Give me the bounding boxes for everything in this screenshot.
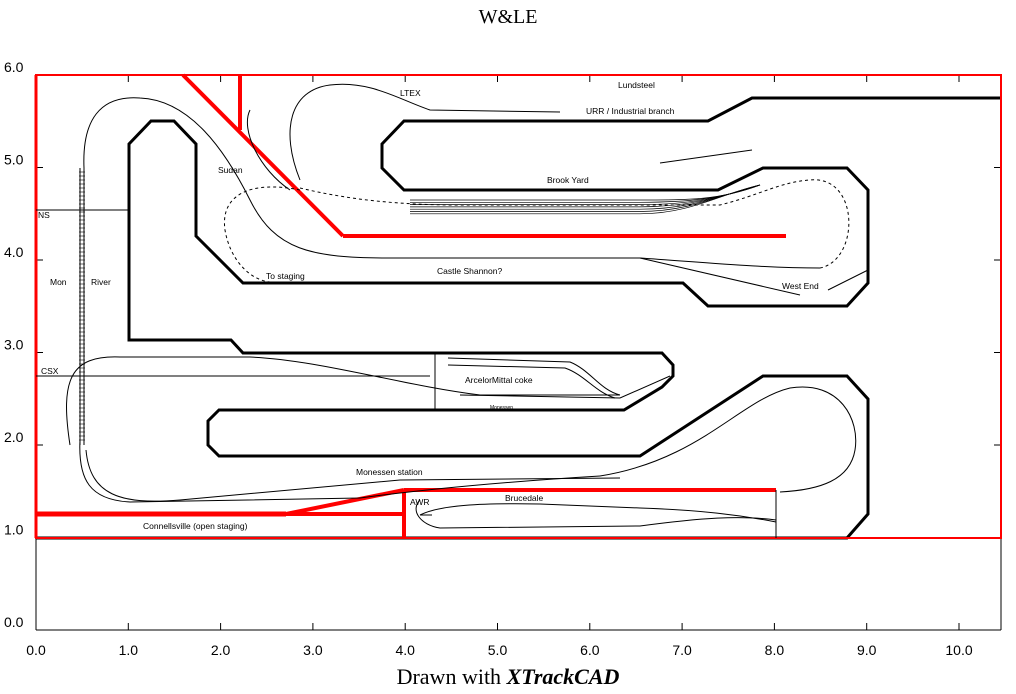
label-to-staging: To staging — [266, 271, 305, 281]
label-sudan: Sudan — [218, 165, 243, 175]
y-tick-label: 3.0 — [4, 337, 24, 353]
y-tick-label: 0.0 — [4, 614, 24, 630]
footer-prefix: Drawn with — [396, 664, 507, 689]
plan-labels: LTEX Lundsteel URR / Industrial branch S… — [38, 80, 819, 531]
plan-title: W&LE — [478, 6, 538, 28]
walls — [34, 73, 1002, 539]
label-arcelor: ArcelorMittal coke — [465, 375, 533, 385]
y-tick-label: 5.0 — [4, 152, 24, 168]
label-awr: AWR — [410, 497, 430, 507]
label-brucedale: Brucedale — [505, 493, 544, 503]
x-tick-label: 9.0 — [857, 642, 877, 658]
y-tick-label: 4.0 — [4, 244, 24, 260]
label-lundsteel: Lundsteel — [618, 80, 655, 90]
x-tick-label: 4.0 — [395, 642, 415, 658]
y-tick-label: 1.0 — [4, 522, 24, 538]
label-castle-shannon: Castle Shannon? — [437, 266, 502, 276]
label-river: River — [91, 277, 111, 287]
benchwork-upper-peninsula — [36, 96, 1001, 540]
x-tick-label: 3.0 — [303, 642, 323, 658]
yard-track — [409, 184, 761, 208]
label-csx: CSX — [41, 366, 59, 376]
room-wall — [35, 74, 1002, 539]
x-tick-label: 5.0 — [488, 642, 508, 658]
footer-brand: XTrackCAD — [506, 664, 620, 689]
y-tick-label: 2.0 — [4, 429, 24, 445]
x-tick-label: 8.0 — [765, 642, 785, 658]
axis-ticks: 0.0 1.0 2.0 3.0 4.0 5.0 6.0 7.0 8.0 9.0 10.0 0.0 1.0… — [4, 59, 1001, 658]
y-tick-label: 6.0 — [4, 59, 24, 75]
benchwork-outline — [36, 96, 1001, 540]
label-brook-yard: Brook Yard — [547, 175, 589, 185]
yard-track — [409, 184, 761, 215]
x-tick-label: 1.0 — [119, 642, 139, 658]
label-monessen-station: Monessen station — [356, 467, 423, 477]
label-urr: URR / Industrial branch — [586, 106, 675, 116]
label-ns: NS — [38, 210, 50, 220]
label-ltex: LTEX — [400, 88, 421, 98]
x-tick-label: 2.0 — [211, 642, 231, 658]
label-mon: Mon — [50, 277, 67, 287]
footer-credit: Drawn with XTrackCAD — [0, 664, 1016, 690]
label-west-end: West End — [782, 281, 819, 291]
label-connellsville: Connellsville (open staging) — [143, 521, 248, 531]
wall-lower-angle — [285, 488, 405, 516]
x-tick-label: 0.0 — [26, 642, 46, 658]
x-tick-label: 10.0 — [945, 642, 972, 658]
x-tick-label: 7.0 — [672, 642, 692, 658]
track-lines — [36, 83, 869, 538]
wall-diagonal — [181, 73, 345, 238]
label-monessen-small: Monessen — [490, 405, 513, 411]
mon-river-ties — [79, 171, 85, 441]
x-tick-label: 6.0 — [580, 642, 600, 658]
yard-track — [410, 184, 761, 201]
